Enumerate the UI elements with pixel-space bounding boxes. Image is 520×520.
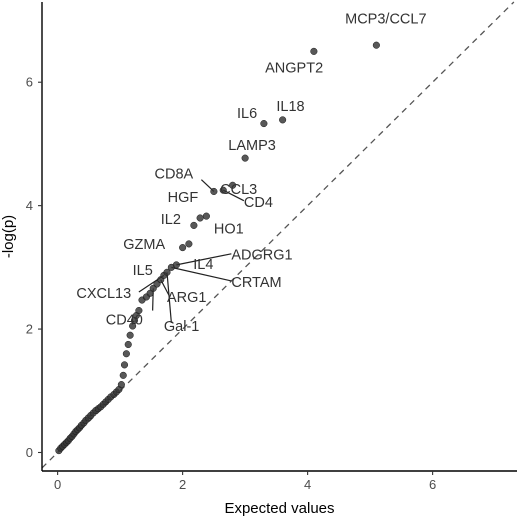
tick-labels-layer: 0 2 4 6 0 2 4 6 <box>26 75 436 492</box>
y-tick-label: 2 <box>26 322 33 337</box>
point-label: CCL3 <box>220 182 257 198</box>
point-label: CRTAM <box>231 275 281 291</box>
data-point <box>117 381 125 389</box>
x-tick-label: 6 <box>429 477 436 492</box>
data-point <box>279 116 287 124</box>
point-label: HGF <box>168 190 199 206</box>
data-point <box>163 268 171 276</box>
point-label: ADGRG1 <box>231 247 292 263</box>
x-tick-label: 4 <box>304 477 311 492</box>
x-tick-label: 0 <box>54 477 61 492</box>
x-tick-label: 2 <box>179 477 186 492</box>
y-axis-title: -log(p) <box>0 215 17 258</box>
point-label: CD4 <box>244 195 273 211</box>
data-point <box>122 350 130 358</box>
leader-line <box>171 266 232 282</box>
y-tick-label: 4 <box>26 198 33 213</box>
point-label: GZMA <box>123 237 165 253</box>
y-tick-label: 6 <box>26 75 33 90</box>
data-points-layer <box>55 41 380 455</box>
point-label: IL4 <box>193 257 213 273</box>
data-point <box>229 181 237 189</box>
data-point <box>185 240 193 248</box>
y-tick-label: 0 <box>26 445 33 460</box>
point-labels-layer: MCP3/CCL7 ANGPT2 IL6 IL18 LAMP3 CD8A CCL3 HGF CD… <box>76 12 426 335</box>
point-label: IL18 <box>276 99 304 115</box>
data-point <box>120 361 129 369</box>
point-label: CD8A <box>155 166 194 182</box>
data-point <box>210 187 218 196</box>
point-label: IL6 <box>237 106 257 122</box>
leader-line <box>176 253 232 266</box>
point-label: CD40 <box>106 313 143 329</box>
point-label: LAMP3 <box>228 138 276 154</box>
data-point <box>241 154 249 162</box>
data-point <box>172 261 180 269</box>
point-label: IL2 <box>161 212 181 228</box>
point-label: Gal-1 <box>164 319 199 335</box>
point-label: HO1 <box>214 221 244 237</box>
leader-line <box>222 189 245 202</box>
data-point <box>196 214 204 222</box>
leader-line <box>166 272 172 323</box>
data-point <box>202 212 210 220</box>
data-point <box>372 41 380 49</box>
point-label: CXCL13 <box>76 286 131 302</box>
data-point <box>310 47 318 55</box>
point-label: IL5 <box>133 263 153 279</box>
point-label: MCP3/CCL7 <box>345 12 426 28</box>
data-point <box>219 186 227 194</box>
axes-layer <box>38 2 517 475</box>
data-point <box>124 340 132 349</box>
data-point <box>179 244 187 252</box>
point-label: ANGPT2 <box>265 60 323 76</box>
data-point <box>119 371 127 379</box>
x-axis-title: Expected values <box>224 500 334 517</box>
data-point <box>135 307 143 315</box>
point-label: ARG1 <box>167 290 207 306</box>
data-point <box>126 331 134 339</box>
data-point <box>190 221 198 229</box>
data-point <box>260 120 268 128</box>
